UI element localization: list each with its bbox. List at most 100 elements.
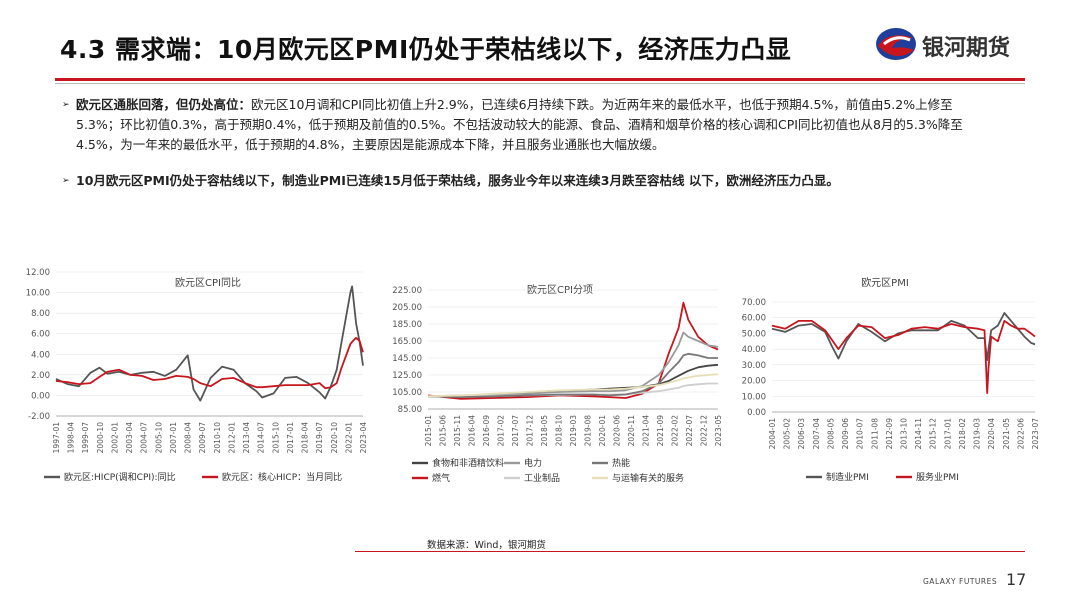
x-tick-label: 2010-07 bbox=[856, 418, 865, 450]
bullet-pmi: ➢ 10月欧元区PMI仍处于容枯线以下，制造业PMI已连续15月低于荣枯线，服务… bbox=[62, 171, 982, 191]
series-line bbox=[55, 336, 364, 390]
x-tick-label: 2005-10 bbox=[154, 422, 163, 454]
x-tick-label: 2021-05 bbox=[1002, 418, 1011, 450]
series-line bbox=[771, 312, 1036, 361]
x-tick-label: 1997-01 bbox=[52, 422, 61, 454]
legend-label: 欧元区：核心HICP：当月同比 bbox=[222, 471, 342, 483]
x-tick-label: 2017-07 bbox=[511, 415, 520, 447]
y-tick-label: 2.00 bbox=[31, 371, 50, 381]
x-tick-label: 2023-05 bbox=[714, 415, 723, 447]
x-tick-label: 2022-06 bbox=[1016, 418, 1025, 450]
x-tick-label: 1999-07 bbox=[81, 422, 90, 454]
x-tick-label: 2021-04 bbox=[642, 415, 651, 447]
series-line bbox=[427, 352, 718, 398]
x-tick-label: 2015-01 bbox=[424, 415, 433, 447]
y-tick-label: 85.00 bbox=[398, 405, 422, 415]
bullet-inflation: ➢ 欧元区通胀回落，但仍处高位：欧元区10月调和CPI同比初值上升2.9%，已连… bbox=[62, 95, 982, 155]
legend-label: 与运输有关的服务 bbox=[612, 472, 684, 484]
x-tick-label: 2018-02 bbox=[958, 418, 967, 450]
galaxy-logo: 银河期货 bbox=[874, 24, 1044, 66]
legend-label: 燃气 bbox=[432, 472, 450, 484]
data-source: 数据来源：Wind，银河期货 bbox=[427, 540, 546, 551]
x-tick-label: 2018-10 bbox=[555, 415, 564, 447]
x-tick-label: 2023-07 bbox=[1031, 418, 1040, 450]
series-line bbox=[427, 373, 719, 398]
x-tick-label: 2009-07 bbox=[198, 422, 207, 454]
chart-cpi-yoy: 欧元区CPI同比 12.00 10.00 8.00 6.00 4.00 2.00 0.00 -2… bbox=[26, 268, 366, 483]
legend-label: 制造业PMI bbox=[826, 471, 869, 483]
x-tick-label: 2008-04 bbox=[184, 422, 193, 454]
x-tick-label: 2015-10 bbox=[271, 422, 280, 454]
bullet-arrow-icon: ➢ bbox=[62, 176, 70, 186]
x-tick-label: 2020-11 bbox=[627, 415, 636, 447]
series-line bbox=[427, 331, 719, 398]
y-tick-label: 50.00 bbox=[742, 329, 766, 339]
slide-title: 4.3 需求端：10月欧元区PMI仍处于荣枯线以下，经济压力凸显 bbox=[60, 35, 792, 64]
x-tick-label: 2004-01 bbox=[768, 418, 777, 450]
y-tick-label: 4.00 bbox=[31, 350, 50, 360]
y-tick-label: 10.00 bbox=[742, 392, 766, 402]
x-tick-label: 2020-04 bbox=[987, 418, 996, 450]
y-tick-label: 8.00 bbox=[31, 309, 50, 319]
x-tick-label: 2013-10 bbox=[900, 418, 909, 450]
chart-title: 欧元区CPI同比 bbox=[175, 277, 241, 289]
logo-text: 银河期货 bbox=[922, 36, 1011, 61]
x-tick-label: 2009-06 bbox=[841, 418, 850, 450]
x-tick-label: 2020-06 bbox=[613, 415, 622, 447]
x-tick-label: 2020-10 bbox=[330, 422, 339, 454]
x-tick-label: 2008-05 bbox=[826, 418, 835, 450]
y-tick-label: 10.00 bbox=[26, 289, 50, 299]
page-number: 17 bbox=[1006, 570, 1027, 589]
x-tick-label: 2014-11 bbox=[914, 418, 923, 450]
y-tick-label: 20.00 bbox=[742, 377, 766, 387]
x-tick-label: 2022-07 bbox=[685, 415, 694, 447]
title-rule-red bbox=[55, 78, 1025, 81]
x-tick-label: 2018-04 bbox=[301, 422, 310, 454]
y-tick-label: 225.00 bbox=[392, 286, 422, 296]
x-tick-label: 2019-07 bbox=[315, 422, 324, 454]
x-tick-label: 2012-09 bbox=[885, 418, 894, 450]
x-tick-label: 2016-04 bbox=[468, 415, 477, 447]
galaxy-logo-icon bbox=[876, 28, 916, 60]
y-tick-label: 6.00 bbox=[31, 330, 50, 340]
x-tick-label: 2014-07 bbox=[257, 422, 266, 454]
x-tick-label: 2010-10 bbox=[213, 422, 222, 454]
x-tick-label: 2018-05 bbox=[540, 415, 549, 447]
y-tick-label: 12.00 bbox=[26, 268, 50, 278]
x-tick-label: 1998-04 bbox=[67, 422, 76, 454]
legend-label: 电力 bbox=[524, 457, 542, 469]
x-tick-label: 2022-12 bbox=[700, 415, 709, 447]
bullet-pmi-text: 10月欧元区PMI仍处于容枯线以下，制造业PMI已连续15月低于荣枯线，服务业今… bbox=[76, 173, 839, 188]
x-tick-label: 2019-03 bbox=[973, 418, 982, 450]
x-tick-label: 2015-06 bbox=[439, 415, 448, 447]
y-tick-label: -2.00 bbox=[28, 412, 50, 422]
bullet-arrow-icon: ➢ bbox=[62, 100, 70, 110]
x-tick-label: 2019-03 bbox=[569, 415, 578, 447]
series-line bbox=[55, 285, 364, 402]
legend-label: 服务业PMI bbox=[916, 471, 959, 483]
legend-label: 欧元区:HICP(调和CPI):同比 bbox=[64, 471, 176, 483]
x-tick-label: 2022-01 bbox=[344, 422, 353, 454]
y-tick-label: 205.00 bbox=[392, 303, 422, 313]
x-tick-label: 2017-12 bbox=[526, 415, 535, 447]
y-tick-label: 70.00 bbox=[742, 298, 766, 308]
y-tick-label: 125.00 bbox=[392, 371, 422, 381]
y-tick-label: 145.00 bbox=[392, 354, 422, 364]
x-tick-label: 2022-02 bbox=[671, 415, 680, 447]
x-tick-label: 2020-01 bbox=[598, 415, 607, 447]
chart-pmi: 欧元区PMI 70.00 60.00 50.00 40.00 30.00 20.00 10.0… bbox=[742, 277, 1040, 483]
x-tick-label: 2017-02 bbox=[497, 415, 506, 447]
x-tick-label: 2015-11 bbox=[453, 415, 462, 447]
legend-label: 工业制品 bbox=[524, 472, 560, 484]
footer-company: GALAXY FUTURES bbox=[923, 577, 998, 586]
x-tick-label: 2012-01 bbox=[227, 422, 236, 454]
bullet-inflation-text: 欧元区10月调和CPI同比初值上升2.9%，已连续6月持续下跌。为近两年来的最低… bbox=[76, 97, 963, 152]
chart-cpi-components: 欧元区CPI分项225.00205.00185.00165.00145.0012… bbox=[392, 284, 723, 484]
x-tick-label: 2007-01 bbox=[169, 422, 178, 454]
series-line bbox=[771, 320, 1036, 394]
footer-rule bbox=[355, 551, 1025, 552]
x-tick-label: 2013-04 bbox=[242, 422, 251, 454]
x-tick-label: 2000-10 bbox=[96, 422, 105, 454]
x-tick-label: 2003-04 bbox=[125, 422, 134, 454]
y-tick-label: 0.00 bbox=[747, 408, 766, 418]
